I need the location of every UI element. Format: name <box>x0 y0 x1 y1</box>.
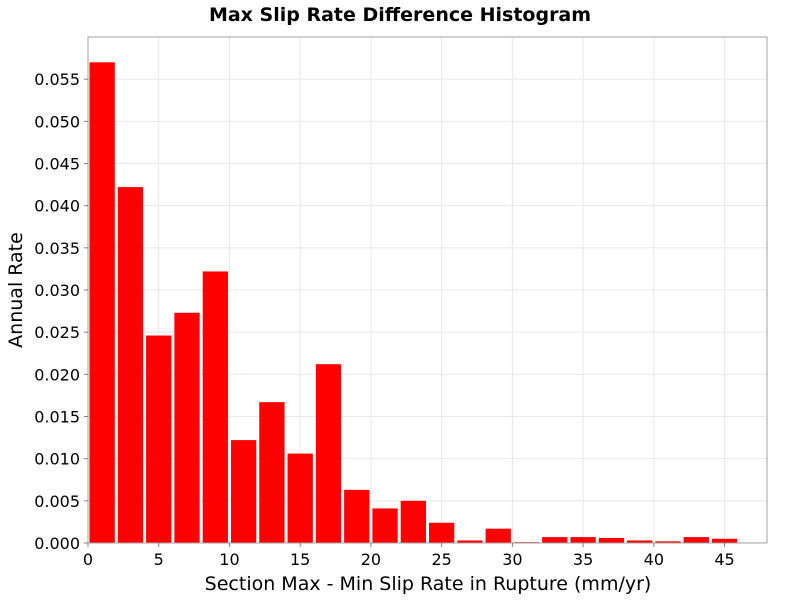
histogram-bar <box>174 312 200 543</box>
y-tick-label: 0.000 <box>34 534 80 553</box>
y-tick-label: 0.055 <box>34 70 80 89</box>
histogram-bar <box>230 440 257 543</box>
x-tick-label: 0 <box>83 550 93 569</box>
histogram-bar <box>598 537 625 543</box>
x-axis-label: Section Max - Min Slip Rate in Rupture (… <box>205 573 652 595</box>
histogram-bar <box>683 537 709 543</box>
x-tick-label: 45 <box>714 550 734 569</box>
histogram-bar <box>315 364 342 543</box>
histogram-bar <box>570 537 596 543</box>
x-axis-ticks: 0 5 10 15 20 25 30 35 40 45 <box>83 543 735 569</box>
histogram-bar <box>627 540 653 543</box>
histogram-bar <box>655 541 681 543</box>
x-tick-label: 10 <box>219 550 239 569</box>
x-tick-label: 35 <box>573 550 593 569</box>
y-tick-label: 0.040 <box>34 197 80 216</box>
y-tick-label: 0.045 <box>34 155 80 174</box>
y-tick-label: 0.010 <box>34 450 80 469</box>
y-tick-label: 0.035 <box>34 239 80 258</box>
histogram-bar <box>457 540 483 543</box>
y-axis-label: Annual Rate <box>5 232 27 348</box>
histogram-bar <box>89 62 115 544</box>
y-tick-label: 0.020 <box>34 365 80 384</box>
x-tick-label: 15 <box>290 550 310 569</box>
histogram-bar <box>372 508 398 543</box>
histogram-bar <box>117 187 144 543</box>
x-tick-label: 25 <box>431 550 451 569</box>
histogram-bar <box>146 335 172 543</box>
chart-title: Max Slip Rate Difference Histogram <box>209 4 591 26</box>
y-tick-label: 0.025 <box>34 323 80 342</box>
y-tick-label: 0.050 <box>34 112 80 131</box>
x-tick-label: 40 <box>644 550 664 569</box>
x-tick-label: 20 <box>361 550 381 569</box>
histogram-bars <box>89 62 738 544</box>
histogram-bar <box>202 271 228 543</box>
x-tick-label: 30 <box>502 550 522 569</box>
y-tick-label: 0.030 <box>34 281 80 300</box>
y-tick-label: 0.005 <box>34 492 80 511</box>
histogram-bar <box>711 538 738 543</box>
y-tick-label: 0.015 <box>34 408 80 427</box>
y-axis-ticks: 0.000 0.005 0.010 0.015 0.020 0.025 0.030 0.035… <box>34 70 88 553</box>
histogram-bar <box>429 522 455 543</box>
histogram-bar <box>400 500 426 543</box>
histogram-bar <box>287 453 313 543</box>
histogram-bar <box>542 537 568 543</box>
x-tick-label: 5 <box>154 550 164 569</box>
histogram-bar <box>259 402 285 543</box>
histogram-bar <box>485 528 511 543</box>
histogram-bar <box>344 489 370 543</box>
